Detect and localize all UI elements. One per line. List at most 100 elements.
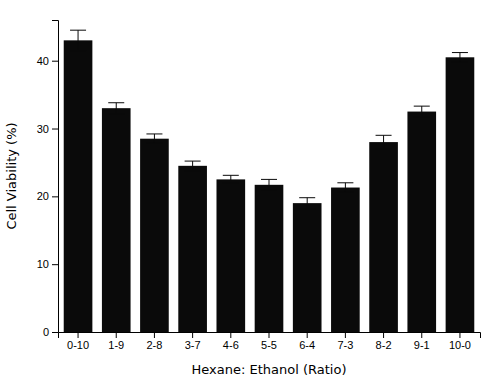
x-tick-mark (116, 332, 117, 338)
x-tick: 5-5 (261, 332, 277, 351)
error-bar (452, 53, 468, 62)
x-tick: 3-7 (185, 332, 201, 351)
x-axis-title: Hexane: Ethanol (Ratio) (192, 362, 347, 377)
x-tick-mark (307, 332, 308, 338)
plot: 0-10 1-9 2-8 3-7 4-6 5-5 6-4 7-3 8-2 9-1 10-0 0 10 20… (37, 21, 481, 351)
error-bar (337, 183, 353, 192)
x-tick-label: 7-3 (337, 339, 353, 351)
error-bar-cap (299, 197, 315, 198)
x-tick-label: 5-5 (261, 339, 277, 351)
error-bar-stem (459, 53, 460, 62)
bar (407, 112, 436, 332)
marks (64, 30, 475, 332)
y-tick-mark (52, 264, 58, 265)
x-tick-label: 10-0 (449, 339, 471, 351)
error-bar-cap (108, 113, 124, 114)
x-tick: 1-9 (108, 332, 124, 351)
error-bar (70, 30, 86, 50)
error-bar (414, 106, 430, 117)
x-tick-mark (192, 332, 193, 338)
y-tick: 20 (37, 190, 58, 202)
y-tick: 10 (37, 258, 58, 270)
x-tick: 0-10 (67, 332, 89, 351)
error-bar (108, 103, 124, 114)
x-tick-label: 3-7 (185, 339, 201, 351)
x-tick: 4-6 (223, 332, 239, 351)
y-tick-mark (52, 61, 58, 62)
error-bar-cap (414, 106, 430, 107)
x-tick-label: 9-1 (414, 339, 430, 351)
bar (140, 139, 169, 332)
error-bar-cap (261, 190, 277, 191)
x-tick-label: 6-4 (299, 339, 315, 351)
error-bar-cap (223, 183, 239, 184)
bar (64, 40, 93, 332)
y-tick-label: 40 (37, 55, 49, 67)
error-bar (376, 135, 392, 149)
x-tick-label: 8-2 (376, 339, 392, 351)
error-bar (261, 179, 277, 190)
x-tick-mark (459, 332, 460, 338)
bar (102, 108, 131, 332)
error-bar-cap (376, 135, 392, 136)
error-bar-cap (185, 161, 201, 162)
error-bar-stem (421, 106, 422, 117)
y-tick: 40 (37, 55, 58, 67)
error-bar-stem (345, 183, 346, 192)
error-bar-cap (70, 50, 86, 51)
error-bar-cap (261, 179, 277, 180)
error-bar-stem (78, 30, 79, 50)
y-tick-label: 30 (37, 123, 49, 135)
x-axis-line (59, 333, 481, 339)
y-tick-label: 0 (43, 326, 49, 338)
bar (331, 188, 360, 332)
y-tick-mark (52, 129, 58, 130)
x-tick: 10-0 (449, 332, 471, 351)
error-bar-stem (307, 198, 308, 209)
error-bar-cap (108, 102, 124, 103)
y-axis: 0 10 20 30 40 (37, 21, 59, 339)
error-bar-stem (192, 161, 193, 170)
error-bar-cap (223, 175, 239, 176)
y-axis-line (52, 21, 59, 333)
y-axis-title: Cell Viability (%) (4, 122, 19, 229)
chart: 0-10 1-9 2-8 3-7 4-6 5-5 6-4 7-3 8-2 9-1 10-0 0 10 20… (0, 0, 500, 384)
error-bar-cap (146, 143, 162, 144)
error-bar-stem (154, 134, 155, 143)
error-bar-cap (337, 192, 353, 193)
x-tick-mark (154, 332, 155, 338)
error-bar (185, 161, 201, 170)
x-tick: 8-2 (376, 332, 392, 351)
error-bar-cap (414, 116, 430, 117)
y-tick-label: 10 (37, 258, 49, 270)
x-tick: 2-8 (146, 332, 162, 351)
error-bar-stem (383, 135, 384, 149)
y-tick-mark (52, 332, 58, 333)
x-tick-label: 4-6 (223, 339, 239, 351)
error-bar (299, 198, 315, 209)
error-bar-cap (70, 30, 86, 31)
bar (255, 185, 284, 332)
bar (446, 57, 475, 332)
x-tick: 7-3 (337, 332, 353, 351)
bar (178, 166, 207, 332)
error-bar-cap (452, 62, 468, 63)
error-bar-cap (299, 208, 315, 209)
x-tick-mark (269, 332, 270, 338)
error-bar (146, 134, 162, 143)
error-bar-cap (376, 148, 392, 149)
x-tick-mark (230, 332, 231, 338)
x-axis: 0-10 1-9 2-8 3-7 4-6 5-5 6-4 7-3 8-2 9-1 10-0 (59, 332, 481, 351)
error-bar-cap (337, 182, 353, 183)
x-tick-label: 1-9 (108, 339, 124, 351)
error-bar-stem (116, 103, 117, 114)
bar (216, 179, 245, 332)
bar (369, 142, 398, 332)
x-tick-mark (345, 332, 346, 338)
x-tick-label: 0-10 (67, 339, 89, 351)
error-bar-cap (452, 52, 468, 53)
error-bar-cap (146, 133, 162, 134)
y-tick: 30 (37, 123, 58, 135)
y-tick-mark (52, 196, 58, 197)
bar (293, 203, 322, 332)
